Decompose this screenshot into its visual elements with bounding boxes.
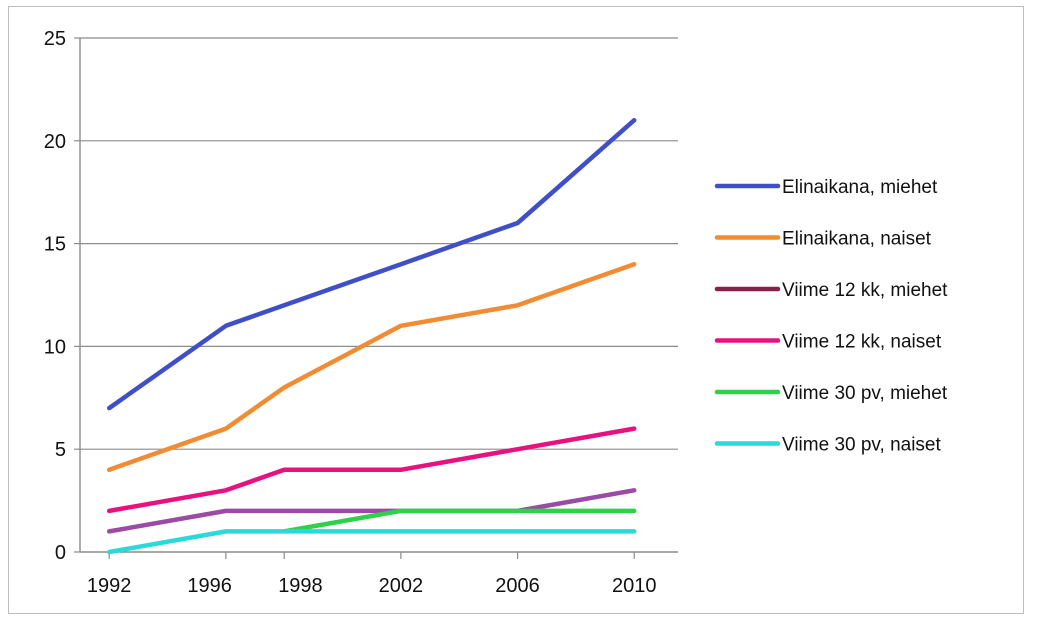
legend-item: Viime 30 pv, naiset bbox=[714, 435, 941, 456]
legend-label: Viime 30 pv, miehet bbox=[782, 383, 948, 404]
legend-label: Viime 12 kk, miehet bbox=[782, 280, 948, 301]
legend-label: Viime 30 pv, naiset bbox=[782, 435, 941, 456]
legend-label: Elinaikana, miehet bbox=[782, 177, 938, 198]
axes bbox=[79, 38, 678, 553]
x-tick-label: 1998 bbox=[278, 575, 323, 597]
series-line-4 bbox=[106, 426, 637, 514]
legend-item: Viime 12 kk, miehet bbox=[714, 280, 948, 301]
x-axis-ticks: 1992 1996 1998 2002 2006 2010 bbox=[87, 552, 657, 597]
legend-item: Elinaikana, naiset bbox=[714, 229, 932, 250]
legend-label: Elinaikana, naiset bbox=[782, 229, 932, 250]
y-tick-label: 10 bbox=[44, 336, 66, 358]
y-tick-label: 20 bbox=[44, 131, 66, 153]
legend-item: Viime 12 kk, naiset bbox=[714, 332, 942, 353]
y-tick-label: 15 bbox=[44, 234, 66, 256]
series-line-5 bbox=[281, 508, 637, 534]
series-line-2 bbox=[106, 261, 637, 473]
y-tick-label: 5 bbox=[55, 439, 66, 461]
y-tick-label: 25 bbox=[44, 28, 66, 50]
series-line-1 bbox=[106, 117, 637, 411]
legend-item: Viime 30 pv, miehet bbox=[714, 383, 948, 404]
series-lines bbox=[106, 117, 637, 555]
legend-item: Elinaikana, miehet bbox=[714, 177, 938, 198]
legend-label: Viime 12 kk, naiset bbox=[782, 332, 942, 353]
x-tick-label: 2002 bbox=[379, 575, 424, 597]
y-tick-label: 0 bbox=[55, 542, 66, 564]
x-tick-label: 2010 bbox=[612, 575, 657, 597]
legend: Elinaikana, miehet Elinaikana, naiset Viim… bbox=[714, 177, 948, 456]
gridlines bbox=[80, 37, 678, 450]
series-line-6 bbox=[106, 529, 637, 555]
y-axis-ticks: 0 5 10 15 20 25 bbox=[44, 28, 80, 564]
x-tick-label: 1992 bbox=[87, 575, 132, 597]
x-tick-label: 1996 bbox=[187, 575, 232, 597]
series-line-3 bbox=[106, 488, 637, 534]
x-tick-label: 2006 bbox=[495, 575, 540, 597]
